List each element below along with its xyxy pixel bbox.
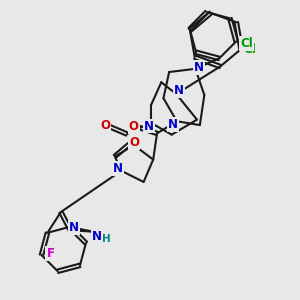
Text: N: N — [92, 230, 101, 243]
Text: F: F — [46, 247, 54, 260]
Text: Cl: Cl — [244, 43, 256, 56]
Text: N: N — [174, 84, 184, 97]
Text: N: N — [69, 221, 79, 234]
Text: O: O — [100, 118, 110, 132]
Text: N: N — [168, 118, 178, 131]
Text: O: O — [129, 120, 139, 133]
Text: H: H — [102, 234, 110, 244]
Text: Cl: Cl — [240, 37, 253, 50]
Text: N: N — [194, 61, 204, 74]
Text: O: O — [129, 136, 139, 149]
Text: N: N — [144, 119, 154, 133]
Text: N: N — [113, 162, 123, 175]
